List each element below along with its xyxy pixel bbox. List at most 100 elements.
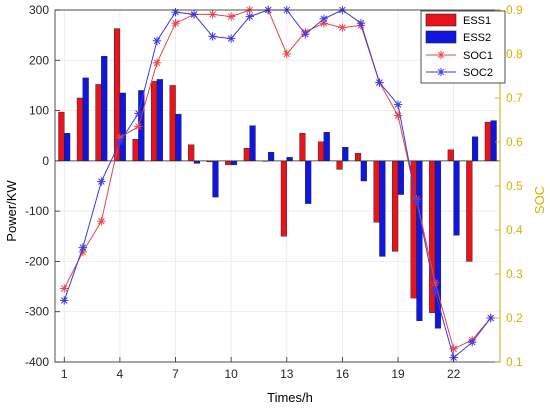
point-soc1: [208, 10, 217, 19]
legend-label-soc2: SOC2: [463, 67, 493, 79]
bar-ess2: [82, 77, 89, 162]
left-tick-label: -400: [25, 355, 49, 369]
point-soc2: [486, 313, 495, 323]
bar-ess1: [392, 160, 399, 252]
bar-ess1: [410, 160, 417, 299]
legend-label-ess2: ESS2: [463, 32, 491, 44]
bar-ess2: [323, 131, 330, 162]
right-tick-label: 0.8: [506, 47, 523, 61]
point-soc2: [467, 338, 477, 347]
point-soc1: [282, 49, 291, 59]
right-tick-label: 0.3: [506, 267, 523, 281]
point-soc2: [189, 10, 199, 19]
point-soc1: [226, 12, 236, 21]
legend-swatch-ess2: [425, 30, 457, 44]
bar-ess2: [397, 160, 404, 195]
bar-ess2: [156, 79, 163, 162]
left-tick-label: -200: [25, 254, 49, 268]
legend: ESS1 ESS2 SOC1 SOC2: [420, 10, 506, 84]
line-soc1: [63, 9, 492, 350]
point-soc1: [393, 111, 403, 120]
legend-star-soc2: [436, 67, 446, 77]
x-tick-label: 16: [336, 367, 350, 381]
legend-star-soc1: [436, 50, 446, 60]
y-axis-left-label: Power/KW: [4, 180, 19, 242]
right-tick-label: 0.6: [506, 135, 523, 149]
x-tick-label: 1: [61, 367, 68, 381]
bar-ess1: [299, 132, 306, 162]
point-soc2: [226, 34, 236, 43]
point-soc1: [152, 58, 162, 67]
point-soc2: [375, 78, 384, 87]
bar-ess1: [317, 141, 325, 162]
bar-ess2: [268, 152, 275, 162]
bar-ess1: [336, 160, 343, 170]
bar-ess1: [225, 160, 232, 166]
legend-swatch-soc2: [426, 67, 456, 77]
bar-ess2: [175, 113, 182, 162]
x-tick-label: 4: [117, 367, 124, 381]
point-soc2: [208, 32, 217, 41]
bar-series: [58, 28, 497, 329]
left-tick-label: 0: [42, 154, 49, 168]
point-soc2: [134, 109, 143, 118]
bar-ess2: [379, 160, 386, 257]
bar-ess2: [453, 160, 460, 236]
point-soc2: [245, 12, 254, 21]
left-tick-label: 300: [29, 3, 49, 17]
left-tick-label: 200: [29, 53, 49, 67]
bar-ess2: [212, 160, 219, 198]
left-tick-label: -300: [25, 305, 49, 319]
bar-ess1: [373, 160, 380, 223]
bar-ess2: [119, 92, 126, 162]
right-tick-label: 0.7: [506, 91, 523, 105]
bar-ess1: [243, 148, 250, 162]
point-soc1: [60, 284, 69, 293]
bar-ess2: [230, 160, 238, 166]
point-soc1: [338, 23, 347, 32]
right-tick-label: 0.5: [506, 179, 523, 193]
right-tick-label: 0.1: [506, 355, 523, 369]
bar-ess1: [484, 121, 491, 162]
bar-ess1: [447, 149, 454, 162]
legend-label-soc1: SOC1: [463, 50, 493, 62]
point-soc1: [430, 278, 440, 287]
bar-ess2: [416, 160, 423, 321]
bar-ess1: [58, 111, 65, 162]
bar-ess2: [305, 160, 312, 204]
left-axis-ticks: 300 200 100 0 -100 -200 -300 -400: [25, 3, 60, 369]
x-tick-label: 7: [172, 367, 179, 381]
bar-ess2: [286, 157, 293, 162]
bar-ess1: [76, 97, 84, 162]
point-soc1: [134, 122, 143, 131]
point-soc1: [97, 217, 106, 226]
point-soc2: [152, 36, 162, 45]
bar-ess2: [101, 56, 108, 162]
bar-ess1: [132, 139, 139, 162]
legend-swatch-soc1: [426, 50, 456, 60]
bar-ess1: [429, 160, 436, 313]
bar-ess2: [64, 132, 71, 162]
x-axis-ticks: 1 4 7 10 13 16 19 22: [61, 357, 461, 381]
point-soc2: [319, 14, 329, 23]
x-tick-label: 19: [391, 367, 405, 381]
x-tick-label: 13: [280, 367, 294, 381]
bar-ess2: [471, 136, 479, 162]
right-tick-label: 0.2: [506, 311, 523, 325]
point-soc1: [171, 19, 180, 28]
bar-ess1: [466, 160, 473, 262]
point-soc2: [393, 100, 403, 109]
x-tick-label: 22: [447, 367, 461, 381]
bar-ess1: [354, 153, 362, 162]
bar-ess1: [188, 144, 195, 162]
point-soc2: [430, 287, 440, 296]
point-soc2: [115, 137, 125, 147]
x-axis-label: Times/h: [267, 390, 313, 405]
point-soc2: [78, 243, 88, 252]
left-tick-label: 100: [29, 104, 49, 118]
bar-ess2: [360, 160, 367, 182]
y-axis-right-label: SOC: [532, 186, 547, 214]
left-tick-label: -100: [25, 204, 49, 218]
bar-ess1: [151, 81, 158, 162]
